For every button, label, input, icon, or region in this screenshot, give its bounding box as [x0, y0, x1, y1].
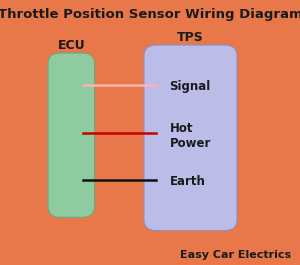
Text: Hot
Power: Hot Power [169, 122, 211, 150]
Text: Easy Car Electrics: Easy Car Electrics [180, 250, 291, 260]
FancyBboxPatch shape [144, 45, 237, 231]
Text: TPS: TPS [177, 31, 204, 44]
Text: Earth: Earth [169, 175, 206, 188]
Text: Throttle Position Sensor Wiring Diagram: Throttle Position Sensor Wiring Diagram [0, 8, 300, 21]
FancyBboxPatch shape [48, 53, 94, 217]
Text: ECU: ECU [57, 39, 85, 52]
Text: Signal: Signal [169, 80, 211, 93]
